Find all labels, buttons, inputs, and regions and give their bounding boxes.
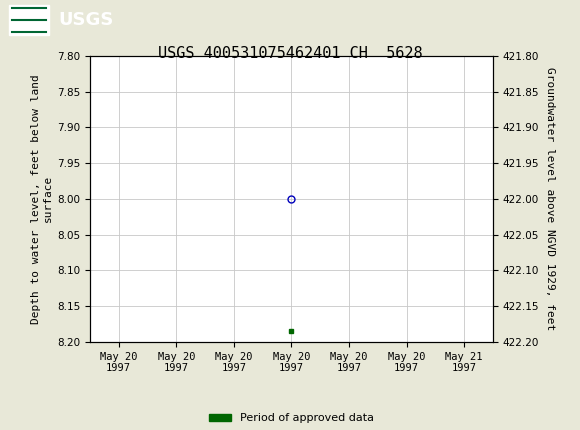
Text: USGS 400531075462401 CH  5628: USGS 400531075462401 CH 5628 [158, 46, 422, 61]
Y-axis label: Groundwater level above NGVD 1929, feet: Groundwater level above NGVD 1929, feet [545, 67, 555, 331]
Text: USGS: USGS [58, 11, 113, 29]
Legend: Period of approved data: Period of approved data [205, 409, 379, 428]
Y-axis label: Depth to water level, feet below land
surface: Depth to water level, feet below land su… [31, 74, 53, 324]
Bar [9, 5, 49, 35]
